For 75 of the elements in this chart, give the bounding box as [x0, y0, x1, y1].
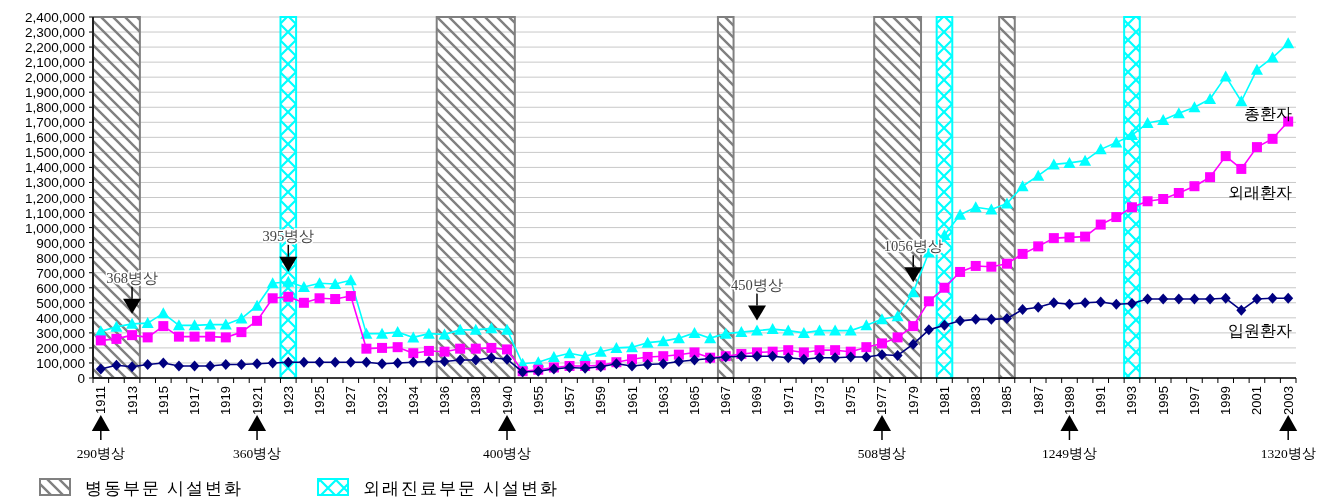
x-tick-label: 1967 [718, 386, 734, 415]
x-tick-label: 2001 [1249, 386, 1265, 415]
x-tick-label: 1932 [374, 386, 390, 415]
annotation: 290병상 [76, 446, 125, 461]
y-tick-label: 1,400,000 [24, 160, 85, 176]
x-tick-label: 1969 [749, 386, 765, 415]
y-tick-label: 2,400,000 [24, 10, 85, 25]
x-tick-label: 1925 [312, 386, 328, 415]
y-tick-label: 1,300,000 [24, 175, 85, 191]
x-tick-label: 1959 [593, 386, 609, 415]
x-tick-label: 1983 [968, 386, 984, 415]
annotation: 508병상 [857, 446, 907, 461]
y-tick-label: 500,000 [36, 295, 85, 311]
y-tick-label: 200,000 [36, 340, 85, 356]
x-tick-label: 1979 [905, 386, 921, 415]
x-tick-label: 1911 [93, 386, 109, 414]
x-tick-label: 1981 [936, 386, 952, 415]
x-tick-label: 1938 [468, 386, 484, 415]
x-tick-label: 1923 [280, 386, 296, 415]
x-tick-label: 1921 [249, 386, 265, 415]
series-label: 외래환자 [1228, 183, 1293, 201]
y-tick-label: 600,000 [36, 280, 85, 296]
x-tick-label: 1975 [843, 386, 859, 415]
y-tick-label: 0 [77, 371, 85, 386]
x-tick-label: 1977 [874, 386, 890, 415]
y-tick-label: 2,100,000 [24, 55, 85, 71]
series-label: 입원환자 [1228, 322, 1293, 340]
y-tick-label: 400,000 [36, 310, 85, 326]
y-tick-label: 1,200,000 [24, 190, 85, 206]
y-tick-label: 900,000 [36, 235, 85, 251]
x-tick-label: 1957 [562, 386, 578, 415]
y-tick-label: 1,600,000 [24, 130, 85, 146]
annotation: 360병상 [232, 446, 282, 461]
x-tick-label: 1993 [1124, 386, 1140, 415]
x-tick-label: 1997 [1186, 386, 1202, 415]
x-tick-label: 1940 [499, 386, 515, 415]
y-tick-label: 300,000 [36, 325, 85, 341]
x-tick-label: 1965 [687, 386, 702, 415]
x-tick-label: 1936 [437, 386, 453, 415]
y-tick-label: 1,700,000 [24, 115, 85, 131]
x-tick-label: 1934 [405, 386, 421, 415]
y-tick-label: 2,200,000 [24, 40, 85, 56]
y-tick-label: 700,000 [36, 265, 85, 281]
y-tick-label: 2,300,000 [24, 25, 85, 41]
x-tick-label: 1917 [187, 386, 203, 415]
x-tick-label: 1919 [218, 386, 234, 415]
x-tick-label: 1927 [343, 386, 359, 415]
y-tick-label: 800,000 [36, 250, 85, 266]
legend-label: 병동부문 시설변화 [85, 479, 244, 497]
x-tick-label: 1973 [811, 386, 827, 415]
annotation: 400병상 [482, 446, 532, 461]
y-tick-label: 1,500,000 [24, 145, 85, 161]
annotation: 1249병상 [1041, 446, 1097, 461]
x-tick-label: 1991 [1093, 386, 1109, 415]
x-tick-label: 1985 [999, 386, 1015, 415]
x-tick-label: 1989 [1061, 386, 1077, 415]
x-tick-label: 1955 [530, 386, 546, 415]
x-tick-label: 1999 [1218, 386, 1234, 415]
x-tick-label: 2003 [1280, 386, 1296, 415]
y-tick-label: 100,000 [36, 355, 85, 371]
x-tick-label: 1963 [655, 386, 671, 415]
x-tick-label: 1913 [124, 386, 140, 415]
x-tick-label: 1987 [1030, 386, 1046, 415]
x-tick-label: 1915 [155, 386, 171, 415]
y-tick-label: 1,100,000 [24, 205, 85, 221]
series-label: 총환자 [1244, 105, 1293, 123]
y-tick-label: 2,000,000 [24, 70, 85, 86]
x-tick-label: 1995 [1155, 386, 1171, 415]
x-tick-label: 1971 [780, 386, 796, 415]
y-tick-label: 1,900,000 [24, 85, 85, 101]
y-tick-label: 1,000,000 [24, 220, 85, 236]
y-tick-label: 1,800,000 [24, 100, 85, 116]
annotation: 1320병상 [1260, 446, 1316, 461]
legend-label: 외래진료부문 시설변화 [363, 479, 560, 497]
x-tick-label: 1961 [624, 386, 640, 415]
